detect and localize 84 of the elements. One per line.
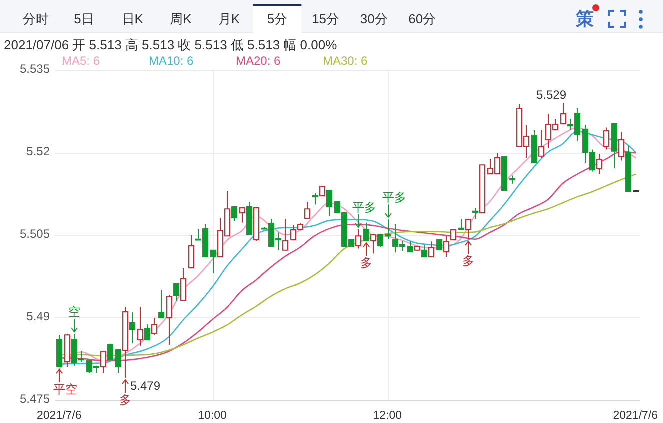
annotation: 多 bbox=[462, 254, 474, 268]
y-tick-label: 5.505 bbox=[20, 227, 50, 242]
candlestick bbox=[144, 324, 150, 342]
candlestick bbox=[158, 290, 164, 319]
candlestick bbox=[64, 334, 70, 368]
candlestick bbox=[116, 348, 122, 374]
text: 5.479 bbox=[130, 379, 161, 394]
candlestick bbox=[618, 132, 624, 162]
text: 月K bbox=[218, 11, 240, 26]
text: 60分 bbox=[408, 11, 436, 26]
text: 30分 bbox=[360, 11, 388, 26]
annotation: 平多 bbox=[382, 190, 406, 205]
candlestick bbox=[422, 244, 428, 258]
candlestick bbox=[436, 238, 442, 250]
x-tick-label: 10:00 bbox=[198, 410, 227, 422]
candlestick bbox=[320, 186, 326, 197]
text: 15分 bbox=[312, 11, 340, 26]
annotation: 平多 bbox=[352, 200, 376, 214]
candlestick bbox=[378, 233, 384, 248]
candlestick bbox=[510, 175, 516, 184]
candlestick bbox=[282, 218, 288, 251]
candlestick bbox=[108, 343, 114, 361]
text: 分时 bbox=[23, 11, 49, 26]
text: 5分 bbox=[267, 11, 288, 26]
candlestick bbox=[408, 241, 414, 253]
x-tick-label: 12:00 bbox=[373, 410, 402, 422]
candlestick bbox=[502, 156, 508, 191]
candlestick bbox=[130, 312, 136, 344]
chart-subtitle: 2021/07/06 开 5.513 高 5.513 收 5.513 低 5.513 幅 0.00% bbox=[4, 37, 338, 52]
candlestick bbox=[122, 306, 128, 378]
candlestick bbox=[138, 306, 144, 347]
x-tick-label: 2021/7/6 bbox=[36, 410, 82, 422]
candlestick bbox=[596, 154, 602, 174]
candlestick bbox=[480, 164, 486, 214]
candlestick bbox=[356, 229, 362, 250]
y-tick-label: 5.475 bbox=[20, 392, 50, 406]
candlestick bbox=[538, 130, 544, 158]
candlestick bbox=[364, 222, 370, 242]
annotation: 多 bbox=[360, 256, 372, 270]
text: 日K bbox=[122, 11, 144, 26]
text: MA20: 6 bbox=[236, 54, 282, 68]
candlestick bbox=[472, 208, 478, 220]
candlestick bbox=[246, 202, 252, 236]
candlestick bbox=[612, 122, 618, 169]
text: MA10: 6 bbox=[149, 54, 194, 68]
candlestick bbox=[312, 192, 318, 206]
candlestick bbox=[232, 206, 238, 222]
candlestick bbox=[100, 350, 106, 374]
candlestick bbox=[444, 236, 450, 258]
candlestick bbox=[428, 241, 434, 258]
candlestick bbox=[458, 218, 464, 230]
text: MA30: 6 bbox=[323, 54, 368, 68]
annotation: 多 bbox=[120, 392, 132, 407]
candlestick bbox=[626, 146, 632, 192]
text: 5.529 bbox=[536, 88, 566, 102]
candlestick bbox=[386, 219, 392, 240]
candlestick bbox=[370, 233, 376, 254]
candlestick bbox=[210, 250, 216, 274]
candlestick bbox=[532, 130, 538, 164]
candlestick bbox=[152, 318, 158, 336]
candlestick bbox=[604, 127, 610, 150]
annotation: 空 bbox=[68, 305, 80, 319]
candlestick bbox=[180, 268, 186, 302]
x-tick-label: 2021/7/6 bbox=[613, 410, 658, 422]
candlestick bbox=[414, 246, 420, 252]
y-tick-label: 5.535 bbox=[20, 62, 50, 76]
candlestick bbox=[466, 218, 472, 240]
candlestick bbox=[326, 189, 332, 217]
candlestick bbox=[254, 206, 260, 242]
text: MA5: 6 bbox=[62, 54, 100, 68]
candlestick bbox=[560, 102, 566, 125]
candlestick bbox=[450, 229, 456, 241]
annotation: 平空 bbox=[54, 382, 78, 396]
y-tick-label: 5.49 bbox=[26, 310, 50, 324]
text: 5日 bbox=[74, 11, 94, 26]
candlestick bbox=[56, 334, 62, 368]
candlestick bbox=[166, 294, 172, 346]
y-tick-label: 5.52 bbox=[26, 144, 50, 159]
candlestick bbox=[188, 235, 194, 270]
candlestick bbox=[174, 283, 180, 302]
text: 周K bbox=[170, 11, 192, 26]
candlestick bbox=[304, 202, 310, 220]
candlestick bbox=[240, 206, 246, 224]
text: 策 bbox=[575, 8, 594, 29]
